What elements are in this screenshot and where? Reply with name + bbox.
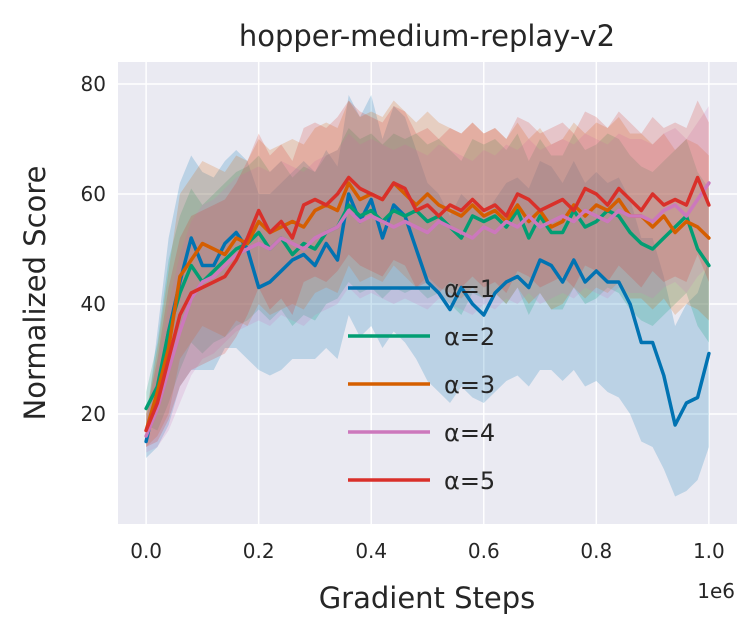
x-tick-label: 0.2 (243, 539, 275, 563)
plot-background (118, 62, 737, 524)
y-tick-label: 20 (81, 402, 106, 426)
grid-lines (118, 62, 737, 524)
y-tick-label: 40 (81, 292, 106, 316)
legend-label-4: α=4 (444, 419, 495, 447)
y-axis-label: Normalized Score (18, 166, 52, 421)
band-series-3 (146, 100, 709, 447)
x-tick-label: 0.4 (355, 539, 387, 563)
band-series-5 (146, 100, 709, 447)
x-tick-label: 1.0 (693, 539, 725, 563)
y-tick-labels: 20 40 60 80 (81, 72, 106, 426)
y-tick-label: 60 (81, 182, 106, 206)
band-series-1 (146, 95, 709, 497)
x-axis-label: Gradient Steps (319, 581, 536, 615)
legend-label-1: α=1 (444, 275, 495, 303)
x-tick-labels: 0.0 0.2 0.4 0.6 0.8 1.0 (130, 539, 725, 563)
x-axis-multiplier: 1e6 (697, 579, 735, 603)
legend-label-3: α=3 (444, 371, 495, 399)
line-series-3 (144, 181, 711, 433)
chart-title: hopper-medium-replay-v2 (239, 19, 615, 53)
legend-label-5: α=5 (444, 467, 495, 495)
x-tick-label: 0.0 (130, 539, 162, 563)
legend: α=1 α=2 α=3 α=4 α=5 (348, 275, 495, 495)
line-series-5 (144, 175, 711, 433)
series-lines (144, 175, 711, 444)
legend-label-2: α=2 (444, 323, 495, 351)
y-tick-label: 80 (81, 72, 106, 96)
x-tick-label: 0.6 (468, 539, 500, 563)
x-tick-label: 0.8 (580, 539, 612, 563)
